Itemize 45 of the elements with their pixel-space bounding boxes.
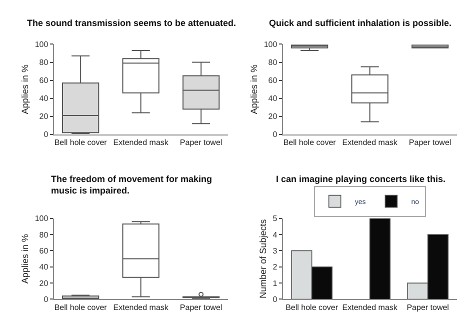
y-axis-title: Applies in %: [20, 64, 30, 114]
x-tick-label: Paper towel: [180, 302, 222, 312]
y-tick-label: 80: [268, 58, 278, 68]
x-tick-label: Bell hole cover: [286, 302, 338, 312]
x-tick-label: Paper towel: [406, 302, 450, 312]
y-tick-label: 100: [34, 40, 49, 50]
chart-title: The freedom of movement for making music is impaired.: [51, 174, 212, 196]
x-tick-label: Bell hole cover: [283, 138, 336, 147]
y-tick-label: 60: [39, 76, 49, 86]
chart-title: Quick and sufficient inhalation is possible.: [269, 18, 452, 28]
y-tick-label: 20: [268, 112, 278, 122]
x-tick-label: Paper towel: [180, 138, 222, 147]
y-tick-label: 80: [39, 58, 49, 68]
y-tick-label: 60: [268, 76, 278, 86]
y-tick-label: 100: [264, 40, 278, 50]
x-tick-label: Extended mask: [113, 138, 170, 147]
y-tick-label: 3: [272, 246, 278, 256]
y-tick-label: 2: [272, 262, 278, 272]
x-tick-label: Bell hole cover: [54, 302, 108, 312]
y-tick-label: 40: [39, 262, 49, 272]
y-tick-label: 60: [39, 246, 49, 256]
chart-title: I can imagine playing concerts like this.: [276, 174, 446, 184]
y-tick-label: 5: [272, 214, 278, 224]
y-axis-title: Applies in %: [20, 234, 30, 284]
x-tick-label: Extended mask: [342, 302, 398, 312]
x-tick-label: Bell hole cover: [54, 138, 108, 147]
y-tick-label: 20: [39, 112, 49, 122]
y-tick-label: 0: [44, 130, 49, 140]
x-tick-label: Extended mask: [113, 302, 170, 312]
y-tick-label: 80: [39, 230, 49, 240]
y-tick-label: 0: [272, 295, 278, 304]
y-tick-label: 40: [268, 94, 278, 104]
y-tick-label: 4: [272, 230, 278, 240]
chart-title: The sound transmission seems to be attenuated.: [27, 18, 236, 28]
y-tick-label: 1: [272, 278, 278, 288]
y-tick-label: 100: [34, 214, 49, 224]
x-tick-label: Paper towel: [408, 138, 452, 147]
x-tick-label: Extended mask: [342, 138, 398, 147]
y-tick-label: 20: [39, 278, 49, 288]
y-axis-title: Number of Subjects: [258, 218, 268, 298]
y-axis-title: Applies in %: [249, 64, 260, 114]
y-tick-label: 0: [272, 130, 278, 140]
bar: [369, 218, 391, 300]
y-tick-label: 0: [44, 295, 49, 304]
y-tick-label: 40: [39, 94, 49, 104]
